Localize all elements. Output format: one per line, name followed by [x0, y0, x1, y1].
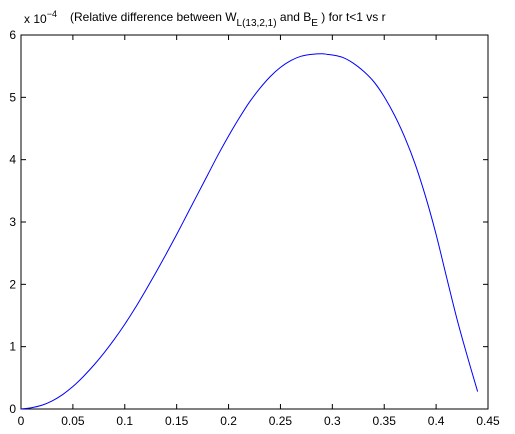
x-tick-label: 0.05 [61, 414, 85, 428]
y-tick-label: 5 [9, 90, 16, 104]
y-tick-label: 0 [9, 402, 16, 416]
title-b-subscript: E [311, 18, 318, 29]
y-tick-label: 4 [9, 153, 16, 167]
x-tick-label: 0.35 [373, 414, 397, 428]
x-tick-label: 0.15 [165, 414, 189, 428]
y-axis: 0 1 2 3 4 5 6 [9, 28, 488, 416]
title-w-subscript: L(13,2,1) [237, 18, 277, 29]
y-tick-label: 2 [9, 277, 16, 291]
x-tick-label: 0.4 [428, 414, 445, 428]
y-tick-label: 1 [9, 340, 16, 354]
series-line-0 [20, 53, 479, 410]
x-tick-label: 0.3 [324, 414, 341, 428]
title-part-1: (Relative difference between W [70, 10, 237, 24]
x-tick-label: 0.45 [476, 414, 500, 428]
plot-area [20, 34, 489, 410]
y-scale-exponent: −4 [47, 9, 57, 19]
y-scale-label: x 10−4 [24, 9, 57, 26]
x-tick-label: 0.2 [220, 414, 237, 428]
x-axis: 0 0.05 0.1 0.15 0.2 0.25 0.3 0.35 0.4 0.45 [18, 35, 500, 428]
y-scale-base: x 10 [24, 12, 47, 26]
x-tick-label: 0.25 [269, 414, 293, 428]
x-tick-label: 0 [18, 414, 25, 428]
y-tick-label: 3 [9, 215, 16, 229]
x-tick-label: 0.1 [116, 414, 133, 428]
chart-title: (Relative difference between WL(13,2,1) … [70, 10, 386, 29]
title-part-2: and B [277, 10, 312, 24]
series-layer [20, 53, 479, 410]
title-part-3: ) for t<1 vs r [318, 10, 386, 24]
y-tick-label: 6 [9, 28, 16, 42]
